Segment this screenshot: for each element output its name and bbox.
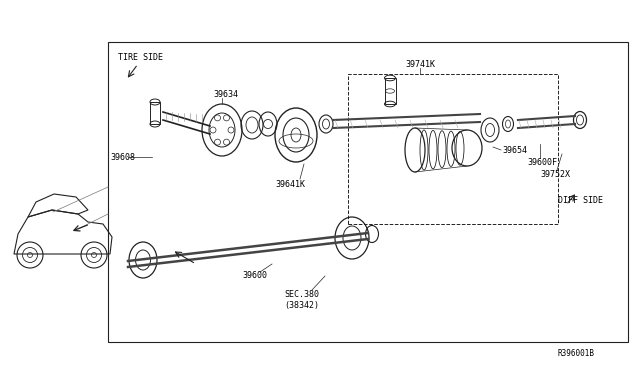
Bar [348, 74, 558, 224]
Text: 39741K: 39741K [405, 60, 435, 68]
Bar [108, 42, 628, 342]
Text: TIRE SIDE: TIRE SIDE [118, 52, 163, 61]
Text: R396001B: R396001B [558, 349, 595, 358]
Text: 39654: 39654 [502, 145, 527, 154]
Text: 39752X: 39752X [540, 170, 570, 179]
Text: DIFF SIDE: DIFF SIDE [558, 196, 603, 205]
Text: 39600F: 39600F [527, 157, 557, 167]
Text: SEC.380
(38342): SEC.380 (38342) [285, 290, 319, 310]
Text: 39608: 39608 [110, 153, 135, 161]
Text: 39634: 39634 [213, 90, 238, 99]
Text: 39641K: 39641K [275, 180, 305, 189]
Bar [385, 78, 396, 104]
Text: 39600: 39600 [243, 272, 268, 280]
Bar [150, 102, 160, 124]
